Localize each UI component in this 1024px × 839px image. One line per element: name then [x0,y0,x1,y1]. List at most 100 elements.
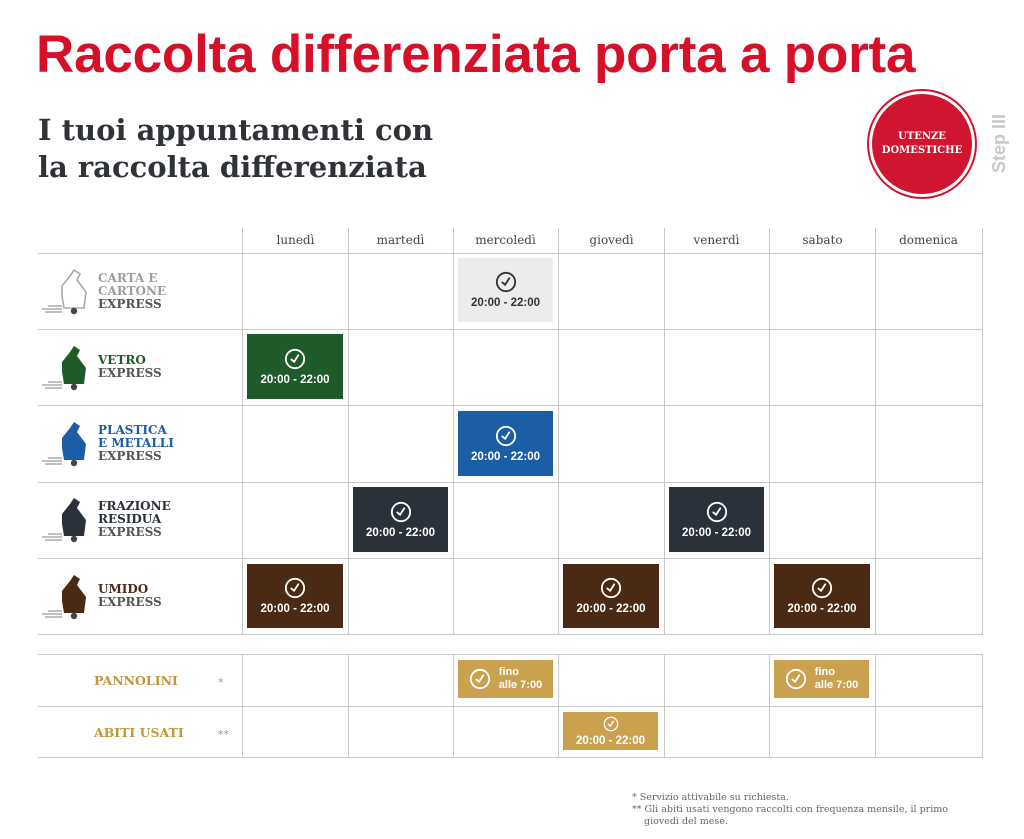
row-label-pannolini: PANNOLINI [94,673,178,688]
grid-line [38,253,983,254]
trash-bag-icon [42,498,86,543]
slot-time: 20:00 - 22:00 [575,734,646,747]
grid-line [38,706,983,707]
day-header-lunedi: lunedì [276,233,315,247]
trash-bag-icon [42,268,87,315]
slot-time: 20:00 - 22:00 [681,526,752,539]
day-header-mercoledi: mercoledì [475,233,536,247]
badge-line-2: DOMESTICHE [881,145,963,156]
clock-icon [495,271,516,293]
slot-umido-giovedi: 20:00 - 22:00 [563,564,659,628]
footnote-2: ** Gli abiti usati vengono raccolti con … [632,804,948,827]
row-label-umido: UMIDO EXPRESS [38,571,242,621]
utenze-domestiche-badge: UTENZE DOMESTICHE [869,91,975,197]
trash-bag-icon [42,422,86,467]
grid-line [38,329,983,330]
slot-time: 20:00 - 22:00 [260,373,330,386]
row-label-carta-express: EXPRESS [98,296,162,311]
slot-plastica-mercoledi: 20:00 - 22:00 [458,411,553,476]
grid-line [38,654,983,655]
badge-line-1: UTENZE [898,131,946,142]
page-title: Raccolta differenziata porta a porta [36,25,916,84]
row-label-vetro-line1: VETRO [98,353,146,367]
clock-icon [603,716,618,731]
clock-icon [390,501,411,522]
row-label-carta: CARTA E CARTONE EXPRESS [38,266,242,316]
clock-icon [495,425,516,446]
subtitle-line-1: I tuoi appuntamenti con [38,113,434,147]
slot-umido-lunedi: 20:00 - 22:00 [247,564,343,628]
clock-icon [469,668,490,690]
day-header-sabato: sabato [802,233,843,247]
grid-line [348,654,349,758]
row-label-plastica-line2: E METALLI [98,435,174,450]
trash-bag-icon [42,346,86,391]
grid-line [664,228,665,634]
grid-line [38,757,983,758]
row-label-plastica-line1: PLASTICA [98,422,167,437]
slot-time: 20:00 - 22:00 [576,603,646,615]
grid-line [875,228,876,634]
grid-line [558,228,559,634]
slot-carta-mercoledi: 20:00 - 22:00 [458,258,553,322]
grid-line [38,634,983,635]
clock-icon [284,577,306,599]
row-label-plastica: PLASTICA E METALLI EXPRESS [38,418,242,468]
grid-line [664,654,665,758]
slot-time: 20:00 - 22:00 [365,526,436,539]
grid-line [38,405,983,406]
row-label-carta-line1: CARTA E [98,270,158,285]
grid-line [348,228,349,634]
slot-umido-sabato: 20:00 - 22:00 [774,564,870,628]
slot-time: 20:00 - 22:00 [470,450,541,463]
grid-line [769,228,770,634]
slot-text-line1: fino [498,666,519,678]
slot-vetro-lunedi: 20:00 - 22:00 [247,334,343,399]
slot-time: 20:00 - 22:00 [787,603,857,615]
grid-line [242,228,243,634]
slot-pannolini-sabato: fino alle 7:00 [774,660,869,698]
subtitle-line-2: la raccolta differenziata [38,150,427,184]
row-label-pannolini-star: * [218,676,224,689]
grid-line [982,654,983,758]
grid-line [242,654,243,758]
day-header-venerdi: venerdì [693,233,740,247]
row-label-plastica-express: EXPRESS [98,448,162,463]
footnote-1: * Servizio attivabile su richiesta. [632,792,789,803]
clock-icon [284,348,306,369]
row-label-residua-express: EXPRESS [98,524,162,539]
trash-bag-icon [42,575,86,620]
page-subtitle: I tuoi appuntamenti con la raccolta diff… [38,112,433,186]
row-label-carta-line2: CARTONE [98,283,167,298]
slot-time: 20:00 - 22:00 [470,297,541,309]
grid-line [769,654,770,758]
slot-pannolini-mercoledi: fino alle 7:00 [458,660,553,698]
clock-icon [706,501,727,522]
footnotes: * Servizio attivabile su richiesta. ** G… [632,792,962,828]
row-label-residua: FRAZIONE RESIDUA EXPRESS [38,494,242,544]
slot-time: 20:00 - 22:00 [260,603,330,615]
row-label-umido-express: EXPRESS [98,595,162,609]
schedule-grid: lunedì martedì mercoledì giovedì venerdì… [38,228,983,758]
slot-text-line2: alle 7:00 [814,679,859,691]
row-label-abiti: ABITI USATI [94,725,184,740]
clock-icon [785,668,806,690]
slot-text-line1: fino [814,666,835,678]
day-header-martedi: martedì [376,233,425,247]
row-label-umido-line1: UMIDO [98,582,149,596]
grid-line [38,482,983,483]
row-label-vetro-express: EXPRESS [98,366,162,380]
row-label-vetro: VETRO EXPRESS [38,342,242,392]
slot-residua-venerdi: 20:00 - 22:00 [669,487,764,552]
day-header-domenica: domenica [899,233,958,247]
clock-icon [600,577,622,599]
grid-line [875,654,876,758]
grid-line [558,654,559,758]
grid-line [453,654,454,758]
day-header-giovedi: giovedì [589,233,634,247]
grid-line [453,228,454,634]
slot-abiti-giovedi: 20:00 - 22:00 [563,712,658,750]
step-text: Step III [988,113,1009,173]
grid-line [38,558,983,559]
step-label: Step III [984,100,1014,186]
